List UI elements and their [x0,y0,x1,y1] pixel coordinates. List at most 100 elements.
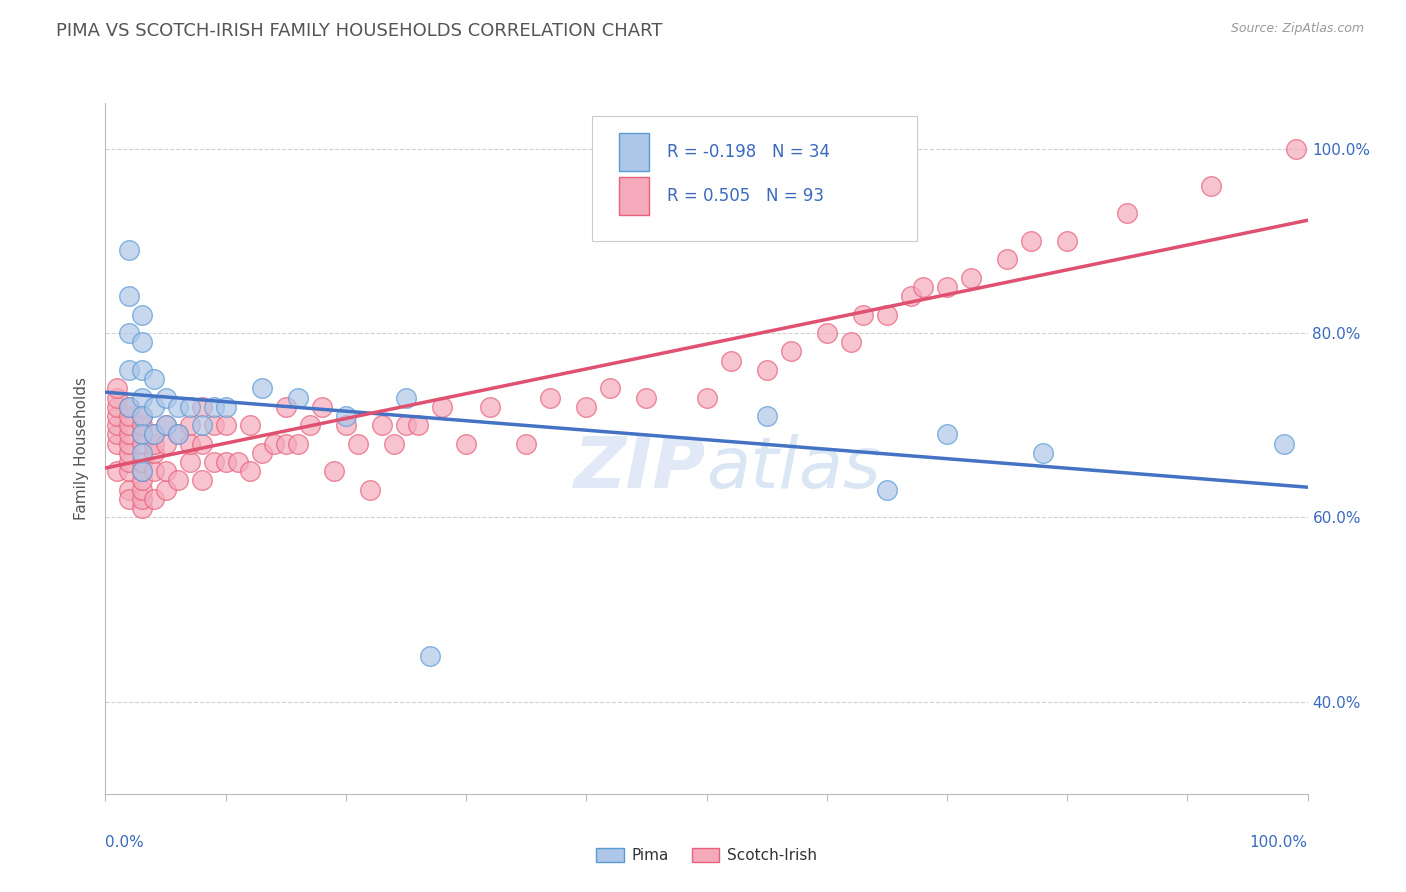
Point [118,427,141,442]
Point [960,270,983,285]
Point [131,464,153,478]
Point [274,436,297,450]
Point [131,335,153,350]
Point [538,391,561,405]
Point [131,483,153,497]
Point [131,474,153,488]
Point [107,400,129,414]
Point [755,363,778,377]
Point [226,455,249,469]
Point [131,491,153,506]
Point [287,391,309,405]
Point [142,400,165,414]
Point [131,308,153,322]
Point [876,483,898,497]
Point [720,353,742,368]
Point [419,648,441,663]
Point [311,400,333,414]
Point [479,400,502,414]
Point [118,446,141,460]
Point [1019,234,1042,248]
Point [359,483,381,497]
Point [155,483,177,497]
Point [936,427,959,442]
Point [239,464,262,478]
Point [382,436,405,450]
Point [347,436,370,450]
Point [131,391,153,405]
Point [214,418,236,433]
Point [107,418,129,433]
Point [239,418,262,433]
Point [166,427,188,442]
Bar [619,133,648,171]
Text: 0.0%: 0.0% [105,835,145,850]
Text: 100.0%: 100.0% [1250,835,1308,850]
Point [322,464,344,478]
Point [166,427,188,442]
Point [107,427,129,442]
Point [118,326,141,340]
Point [1116,206,1139,220]
Point [852,308,875,322]
Point [190,418,212,433]
Point [107,436,129,450]
Point [131,436,153,450]
Point [371,418,394,433]
Text: atlas: atlas [707,434,882,503]
FancyBboxPatch shape [592,117,917,241]
Point [202,455,225,469]
Point [142,464,165,478]
Point [131,446,153,460]
Text: ZIP: ZIP [574,434,707,503]
Point [575,400,598,414]
Point [118,400,141,414]
Point [131,427,153,442]
Point [107,464,129,478]
Point [118,418,141,433]
Point [142,446,165,460]
Point [298,418,321,433]
Point [214,400,236,414]
Point [454,436,477,450]
Text: R = 0.505   N = 93: R = 0.505 N = 93 [666,187,824,205]
Legend: Pima, Scotch-Irish: Pima, Scotch-Irish [591,842,823,869]
Point [515,436,537,450]
Point [190,474,212,488]
Point [155,464,177,478]
Y-axis label: Family Households: Family Households [75,376,90,520]
Point [815,326,838,340]
Point [202,400,225,414]
Point [107,381,129,395]
Text: Source: ZipAtlas.com: Source: ZipAtlas.com [1230,22,1364,36]
Point [131,455,153,469]
Point [335,418,357,433]
Point [131,501,153,516]
Point [118,455,141,469]
Point [179,455,201,469]
Point [395,391,418,405]
Point [1284,142,1306,156]
Point [179,400,201,414]
Point [166,474,188,488]
Point [118,483,141,497]
Point [142,372,165,386]
Point [107,409,129,423]
Point [190,436,212,450]
Point [1201,178,1223,193]
Point [1032,446,1054,460]
Point [936,280,959,294]
Point [142,427,165,442]
Point [1056,234,1078,248]
Point [430,400,453,414]
Point [118,363,141,377]
Point [142,436,165,450]
Point [599,381,621,395]
Point [131,363,153,377]
Point [190,400,212,414]
Point [131,409,153,423]
Point [406,418,429,433]
Point [118,243,141,257]
Point [107,391,129,405]
Point [118,289,141,303]
